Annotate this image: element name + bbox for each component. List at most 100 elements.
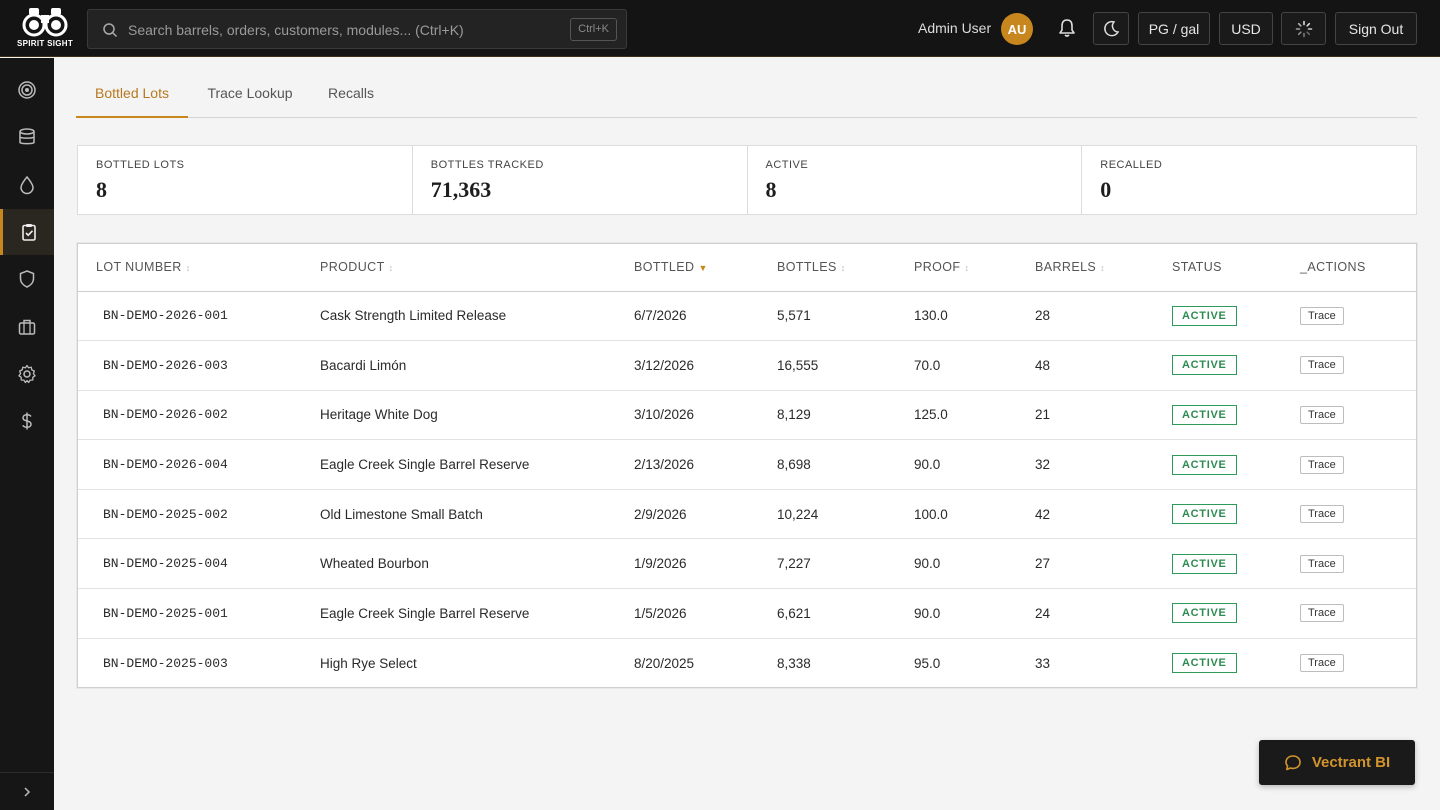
tab-bottled-lots[interactable]: Bottled Lots: [76, 58, 188, 118]
stat-active: ACTIVE 8: [748, 146, 1083, 214]
sidebar: [0, 58, 54, 810]
bottled-date-cell: 2/9/2026: [634, 506, 687, 522]
units-button[interactable]: PG / gal: [1138, 12, 1210, 45]
barrels-cell: 24: [1035, 605, 1051, 621]
loading-button[interactable]: [1281, 12, 1326, 45]
lot-number-cell: BN-DEMO-2025-003: [103, 655, 228, 671]
shield-icon: [19, 270, 35, 288]
tab-trace-lookup[interactable]: Trace Lookup: [207, 85, 293, 101]
column-header-label: LOT NUMBER: [96, 260, 182, 275]
currency-button[interactable]: USD: [1219, 12, 1273, 45]
product-cell: Eagle Creek Single Barrel Reserve: [320, 605, 530, 621]
table-row[interactable]: BN-DEMO-2026-003 Bacardi Limón 3/12/2026 16…: [78, 341, 1416, 391]
trace-button[interactable]: Trace: [1300, 306, 1344, 325]
column-header-actions: _ACTIONS: [1282, 244, 1416, 291]
clipboard-check-icon: [21, 224, 36, 241]
stat-label: RECALLED: [1100, 159, 1163, 171]
sidebar-item-inventory[interactable]: [0, 114, 54, 160]
sort-icon: ↕: [964, 263, 970, 274]
table-row[interactable]: BN-DEMO-2026-001 Cask Strength Limited Re…: [78, 291, 1416, 341]
trace-button[interactable]: Trace: [1300, 356, 1344, 375]
search-bar[interactable]: Ctrl+K: [87, 9, 627, 49]
search-input[interactable]: [128, 18, 548, 42]
status-badge: ACTIVE: [1172, 355, 1237, 376]
sidebar-item-production[interactable]: [0, 162, 54, 208]
actions-cell: Trace: [1282, 390, 1416, 440]
bottled-date-cell: 8/20/2025: [634, 655, 695, 671]
avatar[interactable]: AU: [1001, 13, 1033, 45]
bottles-cell: 8,338: [777, 655, 811, 671]
stat-label: ACTIVE: [765, 159, 809, 171]
table-row[interactable]: BN-DEMO-2025-003 High Rye Select 8/20/2025…: [78, 638, 1416, 688]
sidebar-item-settings[interactable]: [0, 351, 54, 397]
sign-out-button[interactable]: Sign Out: [1335, 12, 1417, 45]
trace-button[interactable]: Trace: [1300, 455, 1344, 474]
status-cell: ACTIVE: [1154, 291, 1282, 341]
status-cell: ACTIVE: [1154, 638, 1282, 688]
column-header-bottles[interactable]: BOTTLES ↕: [759, 244, 896, 291]
sidebar-item-compliance[interactable]: [0, 256, 54, 302]
stat-value: 71,363: [430, 177, 492, 202]
product-cell: Old Limestone Small Batch: [320, 506, 483, 522]
column-header-bottled[interactable]: BOTTLED ▼: [616, 244, 759, 291]
bottled-date-cell: 1/9/2026: [634, 556, 687, 572]
table-row[interactable]: BN-DEMO-2025-004 Wheated Bourbon 1/9/2026 7…: [78, 539, 1416, 589]
barrels-cell: 32: [1035, 457, 1051, 473]
column-header-lot-number[interactable]: LOT NUMBER ↕: [78, 244, 302, 291]
column-header-proof[interactable]: PROOF ↕: [896, 244, 1017, 291]
barrels-cell: 48: [1035, 357, 1051, 373]
sidebar-item-sales[interactable]: [0, 304, 54, 350]
table-row[interactable]: BN-DEMO-2026-002 Heritage White Dog 3/10/2…: [78, 390, 1416, 440]
status-cell: ACTIVE: [1154, 390, 1282, 440]
bottled-date-cell: 6/7/2026: [634, 308, 687, 324]
top-bar: SPIRIT SIGHT Ctrl+K Admin User AU PG / g…: [0, 0, 1440, 57]
column-header-product[interactable]: PRODUCT ↕: [302, 244, 616, 291]
bottles-cell: 8,698: [777, 457, 811, 473]
sidebar-expand-button[interactable]: [0, 772, 54, 810]
target-icon: [18, 81, 36, 99]
table-row[interactable]: BN-DEMO-2025-002 Old Limestone Small Batc…: [78, 489, 1416, 539]
bottles-cell: 7,227: [777, 556, 811, 572]
stat-value: 8: [96, 177, 107, 202]
droplet-icon: [20, 175, 34, 195]
stat-label: BOTTLED LOTS: [96, 159, 185, 171]
sidebar-item-dashboard[interactable]: [0, 67, 54, 113]
trace-button[interactable]: Trace: [1300, 654, 1344, 673]
product-cell: Heritage White Dog: [320, 407, 438, 423]
table-row[interactable]: BN-DEMO-2026-004 Eagle Creek Single Barre…: [78, 440, 1416, 490]
status-badge: ACTIVE: [1172, 454, 1237, 475]
lot-number-cell: BN-DEMO-2025-001: [103, 605, 228, 621]
bottles-cell: 5,571: [777, 308, 811, 324]
sort-icon: ↕: [1100, 263, 1106, 274]
app-logo[interactable]: SPIRIT SIGHT: [14, 6, 76, 52]
column-header-barrels[interactable]: BARRELS ↕: [1017, 244, 1154, 291]
logo-text: SPIRIT SIGHT: [16, 39, 74, 48]
trace-button[interactable]: Trace: [1300, 554, 1344, 573]
sidebar-item-finance[interactable]: [0, 398, 54, 444]
barrels-cell: 21: [1035, 407, 1051, 423]
product-cell: Bacardi Limón: [320, 357, 407, 373]
column-header-label: PROOF: [914, 260, 961, 275]
bell-icon[interactable]: [1056, 17, 1078, 39]
status-cell: ACTIVE: [1154, 440, 1282, 490]
theme-toggle-button[interactable]: [1093, 12, 1129, 45]
actions-cell: Trace: [1282, 638, 1416, 688]
bottled-lots-table: LOT NUMBER ↕ PRODUCT ↕ BOTTLED ▼ BOTTLES ↕ P…: [77, 243, 1417, 688]
stat-value: 0: [1100, 177, 1112, 202]
column-header-label: BARRELS: [1035, 260, 1097, 275]
trace-button[interactable]: Trace: [1300, 405, 1344, 424]
chat-bubble-icon: [1285, 754, 1301, 770]
bottled-date-cell: 3/12/2026: [634, 357, 695, 373]
actions-cell: Trace: [1282, 489, 1416, 539]
proof-cell: 90.0: [914, 457, 941, 473]
tab-recalls[interactable]: Recalls: [328, 85, 374, 101]
sidebar-item-bottling[interactable]: [0, 209, 54, 255]
trace-button[interactable]: Trace: [1300, 604, 1344, 623]
trace-button[interactable]: Trace: [1300, 505, 1344, 524]
user-name: Admin User: [918, 20, 992, 36]
binoculars-icon: [22, 8, 68, 37]
vectrant-bi-button[interactable]: Vectrant BI: [1259, 740, 1415, 785]
table-row[interactable]: BN-DEMO-2025-001 Eagle Creek Single Barre…: [78, 589, 1416, 639]
product-cell: Wheated Bourbon: [320, 556, 429, 572]
spinner-icon: [1295, 20, 1312, 37]
